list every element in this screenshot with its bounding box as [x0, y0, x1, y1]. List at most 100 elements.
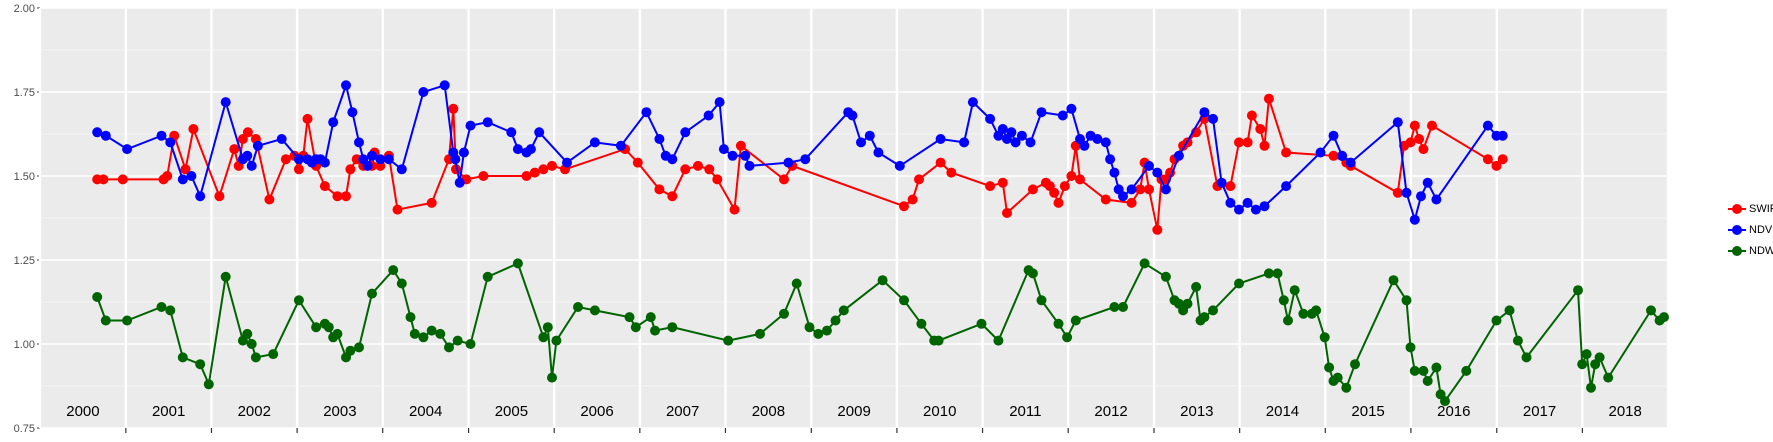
data-point-ndwi	[1289, 285, 1300, 296]
data-point-ndwi	[444, 342, 454, 353]
data-point-ndvi	[1109, 167, 1120, 178]
data-point-ndvi	[1006, 127, 1017, 138]
y-tick-label: 1.00	[14, 339, 35, 351]
year-label: 2013	[1180, 403, 1213, 420]
data-point-ndwi	[1388, 275, 1399, 286]
data-point-ndvi	[92, 127, 103, 138]
data-point-swir	[392, 204, 403, 215]
data-point-ndwi	[723, 335, 734, 346]
data-point-ndvi	[242, 150, 253, 161]
data-point-swir	[242, 127, 253, 138]
data-point-ndvi	[1118, 191, 1128, 202]
data-point-swir	[997, 177, 1008, 188]
data-point-ndwi	[916, 318, 927, 329]
data-point-ndvi	[894, 160, 905, 171]
data-point-ndvi	[1144, 160, 1154, 171]
data-point-ndwi	[1401, 295, 1412, 306]
data-point-ndwi	[1139, 258, 1150, 269]
data-point-swir	[1409, 120, 1420, 131]
year-label: 2016	[1437, 403, 1470, 420]
data-point-swir	[547, 160, 557, 171]
data-point-ndvi	[220, 97, 231, 108]
data-point-ndvi	[1409, 214, 1420, 225]
data-point-swir	[1152, 224, 1163, 235]
legend-label-ndvi: NDVI	[1749, 223, 1773, 236]
data-point-swir	[264, 194, 275, 205]
data-point-ndwi	[1521, 352, 1532, 363]
data-point-ndvi	[512, 144, 523, 155]
data-point-ndwi	[418, 332, 429, 343]
data-point-ndwi	[332, 328, 343, 339]
data-point-ndvi	[1208, 113, 1218, 124]
data-point-swir	[680, 164, 691, 175]
data-point-ndvi	[1242, 197, 1253, 208]
data-point-ndvi	[1010, 137, 1021, 148]
data-point-ndwi	[220, 271, 231, 282]
data-point-ndvi	[454, 177, 465, 188]
data-point-swir	[1126, 197, 1137, 208]
data-point-swir	[478, 171, 489, 181]
data-point-ndwi	[993, 335, 1004, 346]
data-point-ndwi	[1341, 382, 1352, 393]
data-point-ndvi	[276, 134, 287, 144]
data-point-ndvi	[465, 120, 476, 131]
data-point-ndwi	[1053, 318, 1064, 329]
data-point-ndwi	[589, 305, 600, 316]
year-label: 2017	[1523, 403, 1556, 420]
data-point-ndwi	[779, 308, 789, 319]
data-point-swir	[935, 157, 946, 168]
data-point-ndwi	[388, 265, 399, 276]
legend-label-swir: SWIR	[1749, 202, 1773, 215]
data-point-ndwi	[311, 322, 322, 333]
data-point-ndvi	[1315, 147, 1326, 158]
data-point-ndvi	[1337, 150, 1348, 161]
data-point-ndwi	[1586, 382, 1596, 393]
data-point-ndwi	[1573, 285, 1583, 296]
legend-key-swir	[1728, 200, 1746, 218]
data-point-ndvi	[727, 150, 738, 161]
data-point-ndvi	[1173, 150, 1184, 161]
data-point-ndwi	[1324, 362, 1335, 373]
data-point-ndwi	[1350, 359, 1360, 370]
data-point-ndvi	[1066, 103, 1077, 114]
data-point-ndwi	[1659, 312, 1669, 323]
data-point-ndvi	[1392, 117, 1403, 128]
data-point-swir	[426, 197, 437, 208]
data-point-ndvi	[654, 134, 665, 144]
year-label: 2007	[666, 403, 699, 420]
data-point-ndwi	[804, 322, 815, 333]
data-point-ndwi	[165, 305, 176, 316]
data-point-ndwi	[1646, 305, 1656, 316]
data-point-swir	[229, 144, 240, 155]
data-point-ndvi	[1416, 191, 1426, 202]
data-point-ndvi	[100, 130, 111, 141]
data-point-ndwi	[426, 325, 437, 336]
data-point-swir	[1242, 137, 1253, 148]
data-point-ndwi	[1109, 302, 1120, 312]
data-point-ndwi	[100, 315, 111, 326]
data-point-ndvi	[319, 157, 330, 168]
data-point-ndvi	[873, 147, 884, 158]
data-point-ndwi	[1405, 342, 1416, 353]
data-point-ndwi	[755, 328, 765, 339]
data-point-ndwi	[1440, 396, 1450, 407]
data-point-ndvi	[1225, 197, 1236, 208]
data-point-swir	[1418, 144, 1429, 155]
data-point-ndvi	[1431, 194, 1442, 205]
data-point-ndwi	[1491, 315, 1502, 326]
series-ndwi	[92, 258, 1669, 407]
data-point-ndwi	[933, 335, 944, 346]
data-point-ndvi	[458, 147, 469, 158]
data-point-ndwi	[877, 275, 888, 286]
data-point-ndwi	[1208, 305, 1218, 316]
data-point-ndvi	[641, 107, 652, 118]
year-label: 2009	[837, 403, 870, 420]
year-label: 2004	[409, 403, 442, 420]
legend-key-ndwi	[1728, 242, 1746, 260]
data-point-swir	[1246, 110, 1257, 121]
data-point-ndwi	[1418, 365, 1429, 376]
data-point-swir	[907, 194, 918, 205]
y-tick-label: 2.00	[14, 3, 35, 15]
data-point-swir	[729, 204, 740, 215]
data-point-ndwi	[242, 328, 253, 339]
